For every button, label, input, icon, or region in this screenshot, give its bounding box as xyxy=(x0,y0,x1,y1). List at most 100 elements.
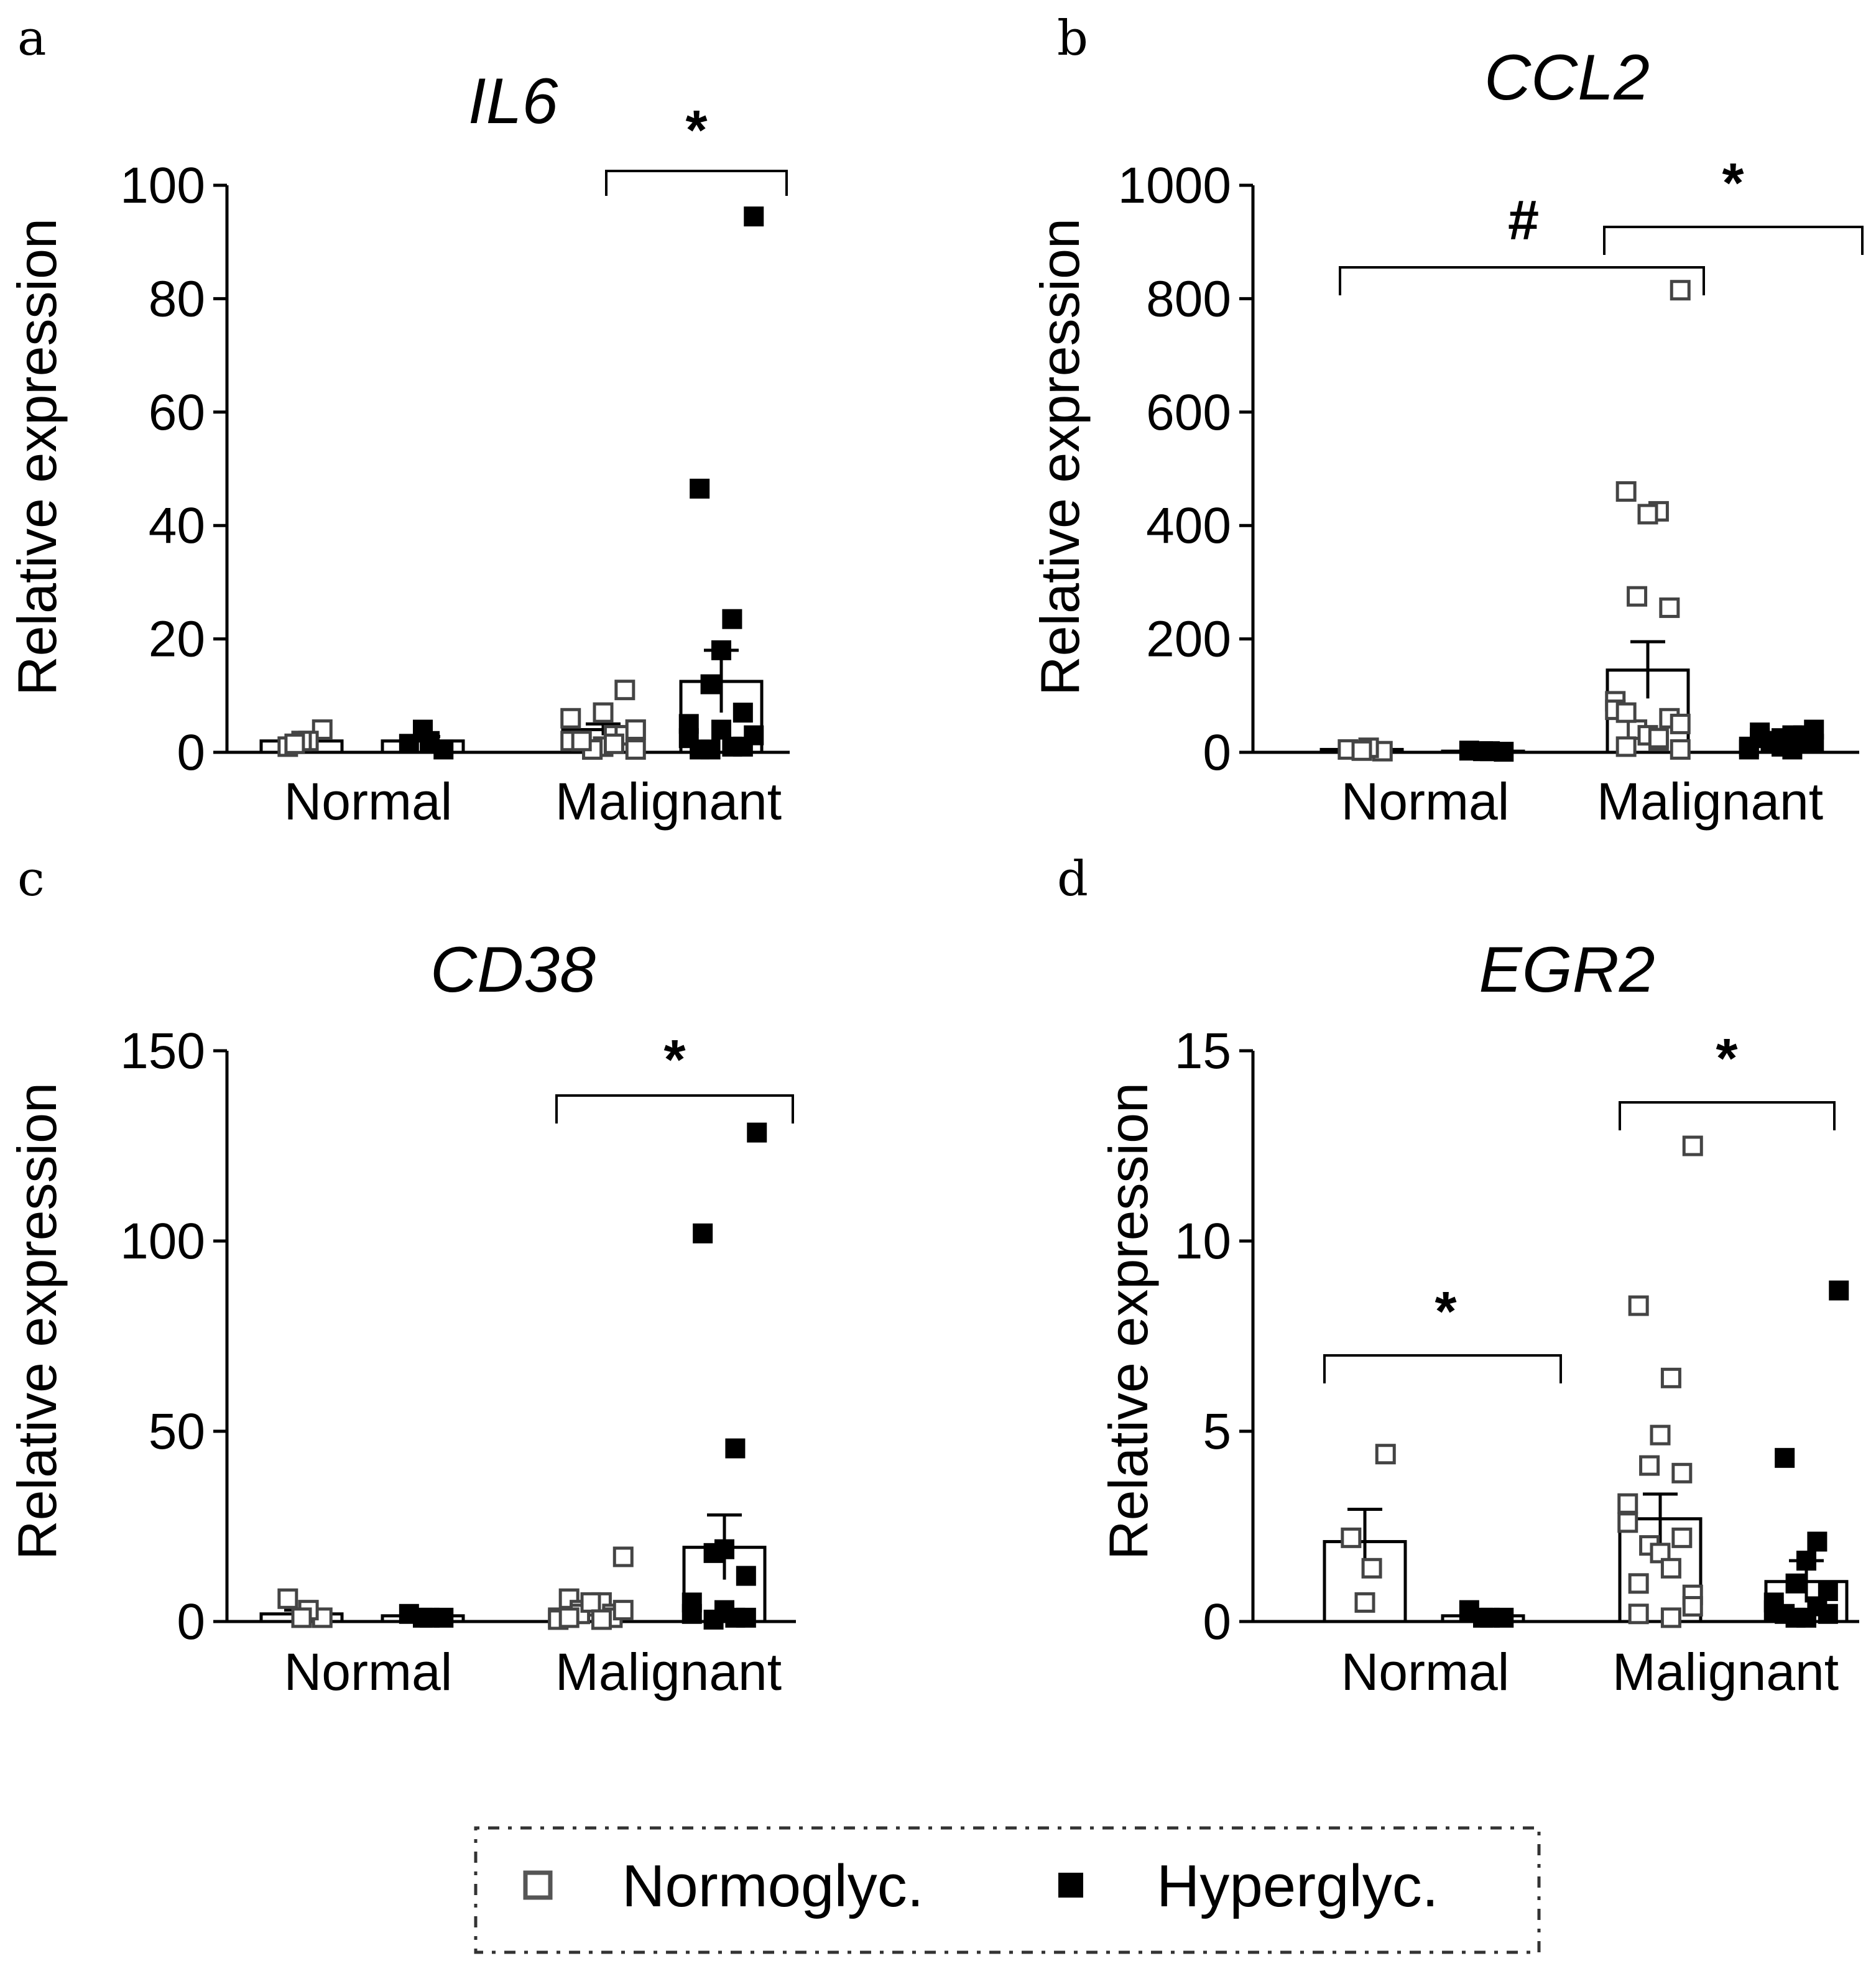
data-point-open xyxy=(1670,713,1691,734)
data-point-filled xyxy=(744,206,764,227)
data-point-open xyxy=(1628,1295,1649,1316)
x-category-label: Normal xyxy=(1341,772,1510,831)
data-point-filled xyxy=(700,674,721,694)
legend: Normoglyc. Hyperglyc. xyxy=(474,1826,1541,1954)
data-point-filled xyxy=(1796,1551,1816,1571)
data-point-open xyxy=(1670,280,1691,301)
data-point-open xyxy=(1637,504,1658,525)
data-point-open xyxy=(591,1609,612,1630)
data-point-open xyxy=(571,731,592,752)
chart-title: IL6 xyxy=(468,65,558,137)
chart-title: CD38 xyxy=(430,934,596,1006)
data-point-open xyxy=(625,719,646,741)
data-point-filled xyxy=(1804,734,1824,754)
y-tick-label: 200 xyxy=(1146,611,1231,668)
x-category-label: Normal xyxy=(1341,1643,1510,1701)
data-point-open xyxy=(1660,1367,1681,1388)
y-axis-label: Relative expression xyxy=(6,1082,68,1560)
y-tick-label: 100 xyxy=(120,157,205,214)
chart-panel-il6: IL6 Relative expression 0 20 40 60 80 100 Normal… xyxy=(6,65,790,831)
data-point-open xyxy=(612,1546,634,1567)
legend-label-hyperglyc: Hyperglyc. xyxy=(1157,1853,1438,1919)
x-category-label: Normal xyxy=(284,1643,453,1701)
data-point-open xyxy=(1660,1557,1681,1579)
data-point-filled xyxy=(711,640,731,660)
data-point-filled xyxy=(682,1603,702,1624)
significance-label: * xyxy=(1435,1281,1456,1343)
data-point-open xyxy=(593,702,614,723)
data-point-filled xyxy=(725,1607,746,1628)
y-tick-label: 10 xyxy=(1175,1213,1231,1270)
data-point-open xyxy=(1628,1573,1649,1594)
y-tick-label: 20 xyxy=(149,611,205,668)
y-tick-label: 600 xyxy=(1146,384,1231,441)
y-tick-label: 60 xyxy=(149,384,205,441)
panel-letter-b: b xyxy=(1057,11,1088,67)
y-tick-label: 40 xyxy=(149,497,205,554)
data-point-open xyxy=(1341,1527,1362,1548)
data-point-filled xyxy=(736,1566,756,1586)
data-point-open xyxy=(1670,739,1691,760)
significance-bracket xyxy=(605,170,788,196)
y-tick-label: 0 xyxy=(1203,724,1231,781)
significance-label: * xyxy=(1722,152,1744,215)
significance-bracket xyxy=(1619,1101,1836,1130)
data-point-open xyxy=(1627,586,1648,607)
data-point-filled xyxy=(732,703,753,723)
y-tick-label: 400 xyxy=(1146,497,1231,554)
legend-marker-open-square xyxy=(523,1870,553,1900)
y-tick-label: 0 xyxy=(177,724,205,781)
data-point-open xyxy=(1650,1543,1671,1564)
data-point-open xyxy=(580,1592,601,1613)
y-tick-label: 15 xyxy=(1175,1023,1231,1079)
significance-bracket xyxy=(555,1094,794,1124)
data-point-filled xyxy=(413,1607,433,1628)
data-point-open xyxy=(603,733,624,754)
data-point-open xyxy=(1615,702,1637,723)
y-tick-label: 100 xyxy=(120,1213,205,1270)
data-point-filled xyxy=(1473,741,1493,762)
significance-label: * xyxy=(685,99,707,162)
data-point-filled xyxy=(744,725,764,745)
chart-title: CCL2 xyxy=(1484,42,1650,114)
data-point-filled xyxy=(703,1543,724,1563)
y-tick-label: 800 xyxy=(1146,270,1231,327)
data-point-open xyxy=(1659,597,1680,618)
y-tick-label: 0 xyxy=(177,1594,205,1650)
data-point-open xyxy=(1671,1462,1693,1483)
x-category-label: Malignant xyxy=(555,1643,782,1701)
data-point-open xyxy=(1628,1603,1649,1625)
x-category-label: Malignant xyxy=(1597,772,1823,831)
data-point-open xyxy=(1615,736,1637,757)
data-point-open xyxy=(1615,481,1637,502)
significance-label: * xyxy=(1716,1028,1737,1090)
panel-letter-d: d xyxy=(1057,851,1088,907)
data-point-open xyxy=(560,708,581,729)
data-point-open xyxy=(1351,740,1372,761)
data-point-open xyxy=(277,1588,298,1609)
data-point-open xyxy=(612,1600,634,1621)
data-point-filled xyxy=(722,736,742,757)
data-point-filled xyxy=(690,478,710,499)
legend-label-normoglyc: Normoglyc. xyxy=(622,1853,923,1919)
data-point-open xyxy=(1617,1493,1638,1514)
data-point-open xyxy=(284,733,305,754)
significance-label: * xyxy=(663,1029,685,1091)
data-point-open xyxy=(1375,1444,1396,1465)
data-point-filled xyxy=(1750,728,1770,749)
data-point-open xyxy=(1639,1455,1660,1476)
x-category-label: Malignant xyxy=(555,772,782,831)
y-axis-label: Relative expression xyxy=(1029,218,1091,696)
x-category-label: Malignant xyxy=(1612,1643,1839,1701)
significance-bracket xyxy=(1339,266,1705,295)
data-point-open xyxy=(1354,1592,1375,1613)
data-point-filled xyxy=(1807,1596,1827,1617)
chart-panel-cd38: CD38 Relative expression 0 50 100 150 Normal Ma… xyxy=(6,934,796,1701)
data-point-filled xyxy=(1473,1607,1493,1628)
data-point-open xyxy=(1617,1512,1638,1533)
y-tick-label: 1000 xyxy=(1118,157,1231,214)
data-point-open xyxy=(1660,1607,1681,1628)
chart-panel-ccl2: CCL2 Relative expression 0 200 400 600 800 1000… xyxy=(1029,42,1864,831)
chart-panel-egr2: EGR2 Relative expression 0 5 10 15 Normal Malig… xyxy=(1097,934,1859,1701)
